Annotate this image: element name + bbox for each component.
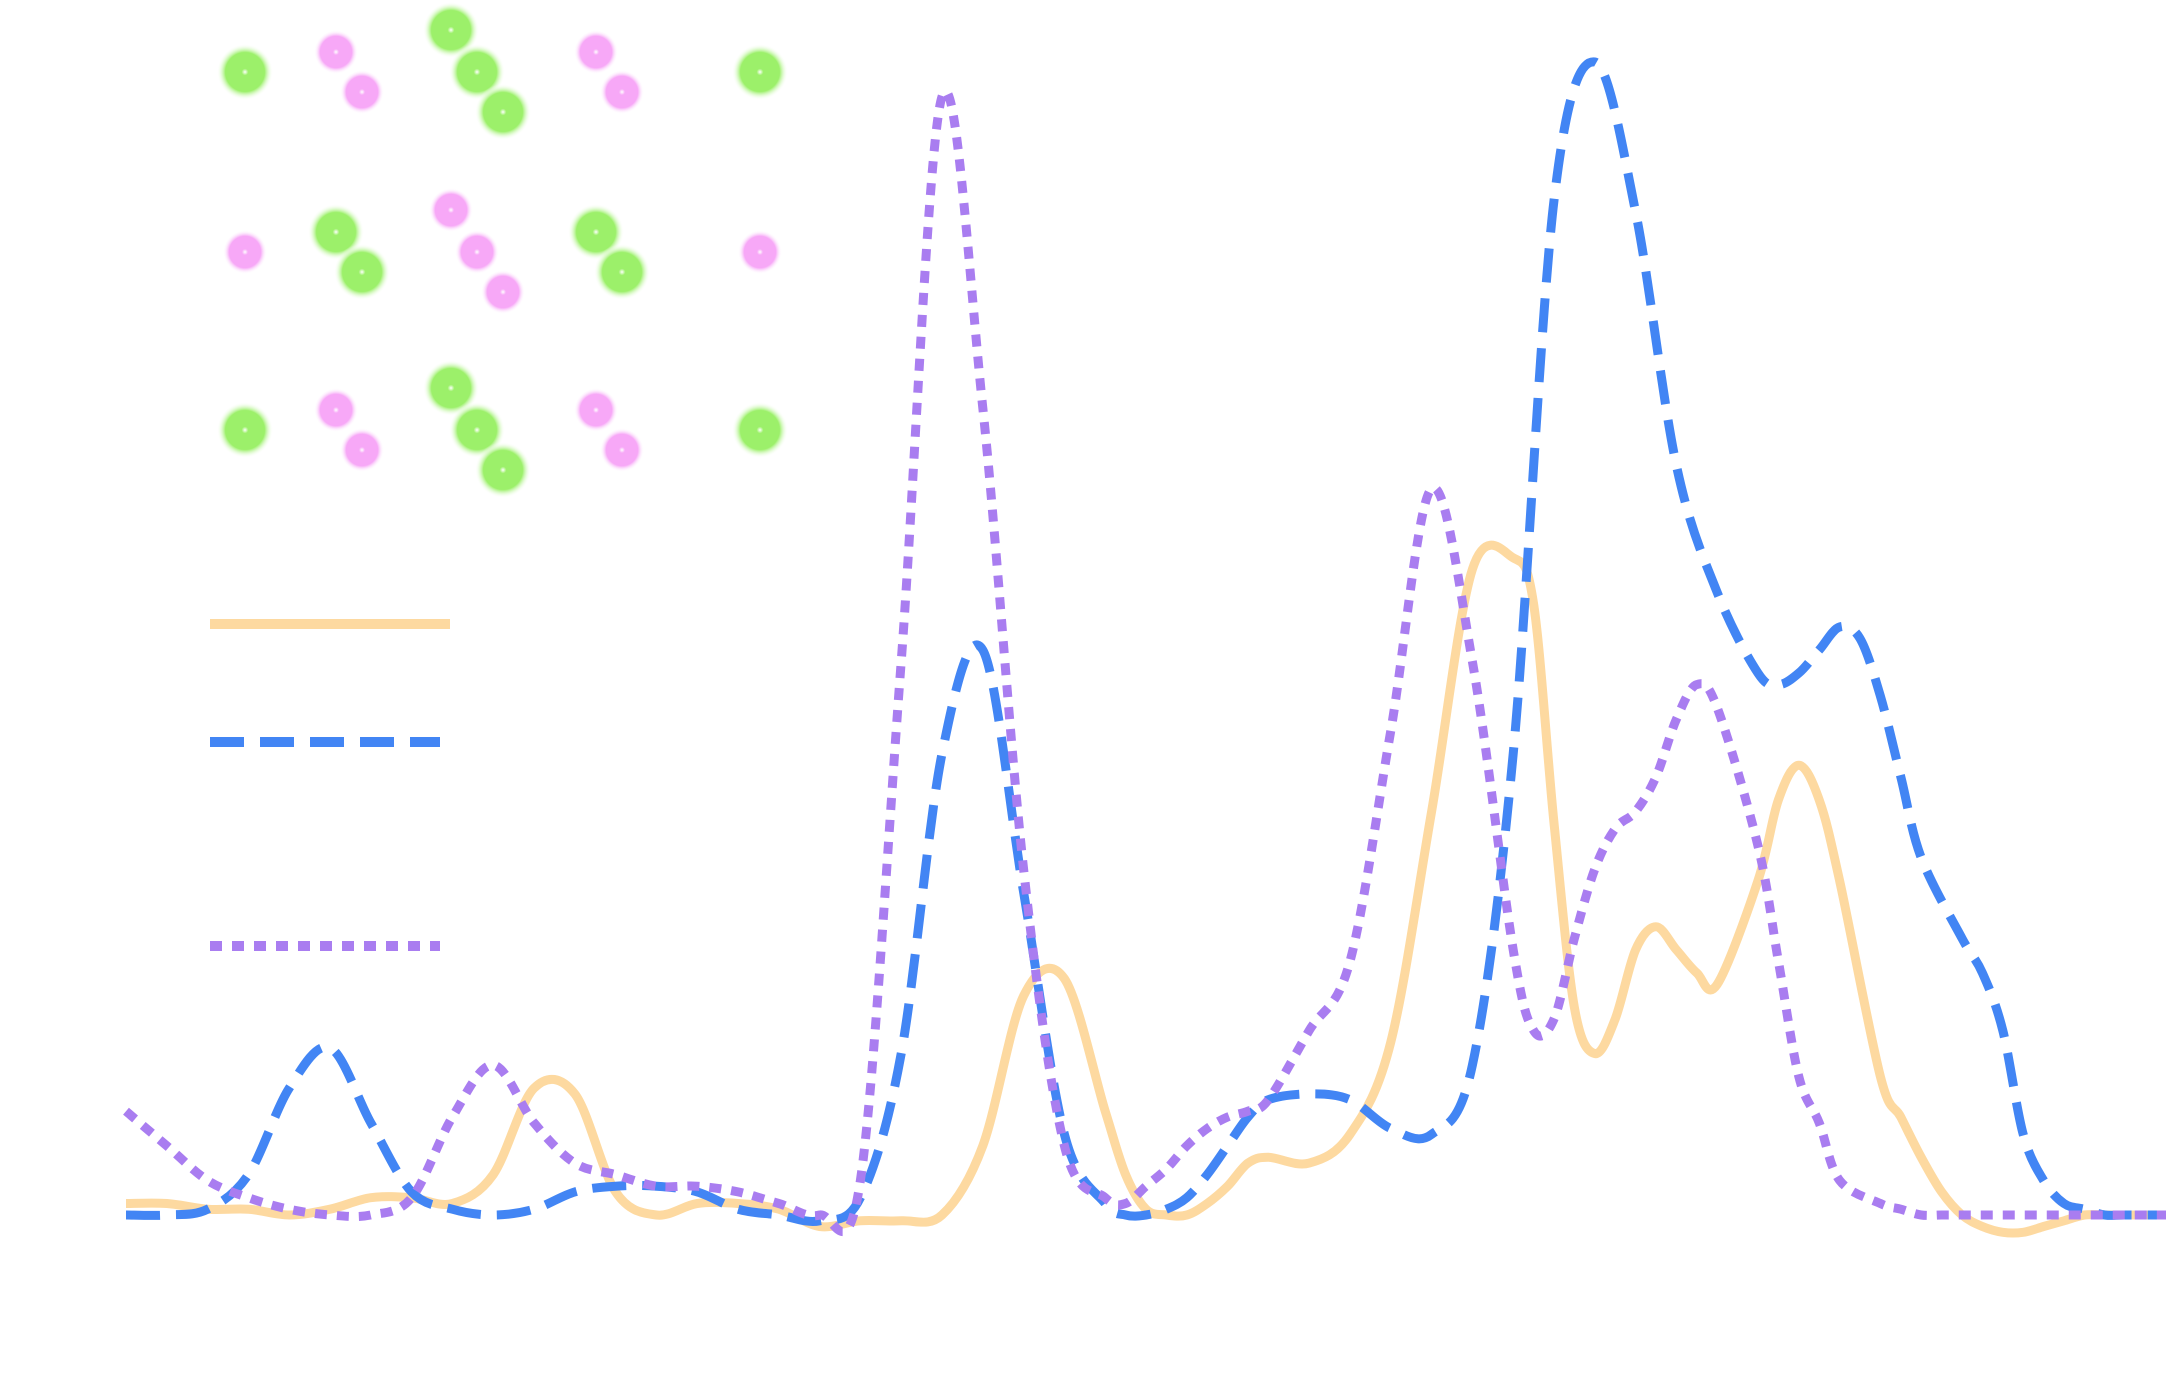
series-line-dotted: [123, 87, 2166, 1236]
pink-sphere: [223, 230, 267, 274]
pink-sphere: [574, 30, 618, 74]
green-sphere: [475, 442, 531, 498]
green-sphere: [594, 244, 650, 300]
green-sphere: [334, 244, 390, 300]
pink-sphere: [600, 428, 644, 472]
pink-sphere: [340, 70, 384, 114]
green-sphere: [308, 204, 364, 260]
green-sphere: [732, 44, 788, 100]
green-sphere: [732, 402, 788, 458]
series-line-dashed: [125, 57, 2166, 1226]
pink-sphere: [340, 428, 384, 472]
green-sphere: [475, 84, 531, 140]
pink-sphere: [429, 188, 473, 232]
pink-sphere: [600, 70, 644, 114]
green-sphere: [423, 2, 479, 58]
pink-sphere: [314, 388, 358, 432]
pink-sphere: [738, 230, 782, 274]
green-sphere: [423, 360, 479, 416]
pink-sphere: [574, 388, 618, 432]
green-sphere: [449, 44, 505, 100]
pink-sphere: [455, 230, 499, 274]
pink-sphere: [481, 270, 525, 314]
green-sphere: [217, 44, 273, 100]
plot-area: [123, 57, 2166, 1238]
legend: [210, 619, 450, 951]
pink-sphere: [314, 30, 358, 74]
green-sphere: [217, 402, 273, 458]
green-sphere: [449, 402, 505, 458]
green-sphere: [568, 204, 624, 260]
molecule-inset: [217, 2, 788, 498]
